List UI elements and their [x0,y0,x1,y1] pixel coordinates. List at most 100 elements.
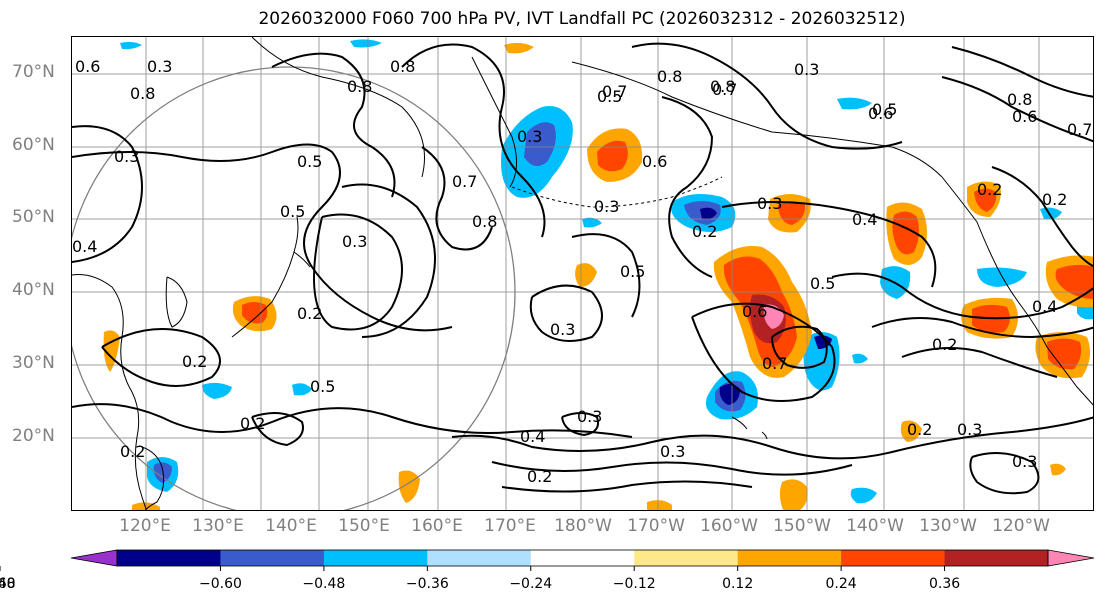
contour-label: 0.3 [147,57,172,76]
colorbar-tick-label: −0.36 [405,576,449,592]
contour-label: 0.2 [240,414,265,433]
pv-contour [571,233,641,318]
colorbar-tick-label: −0.24 [509,576,553,592]
contour-label: 0.7 [452,172,477,191]
lon-label-140e: 140°E [265,516,317,536]
contour-label: 0.6 [742,302,767,321]
contour-label: 0.8 [390,57,415,76]
pv-contour [72,143,453,332]
coast-alaska [571,61,943,178]
colorbar-ticks [0,566,946,571]
contour-label: 0.6 [75,57,100,76]
pv-contour [721,201,937,288]
pv-contour [341,183,436,338]
contour-label: 0.5 [297,152,322,171]
colorbar-segment [427,550,532,566]
contour-label: 0.2 [932,335,957,354]
contour-label: 0.4 [1032,297,1057,316]
map-canvas: 0.6 0.8 0.3 0.4 0.2 0.5 0.3 0.5 0.8 0.3 … [72,37,1093,510]
colorbar-segments [70,549,1095,567]
colorbar-extend-low [70,549,118,567]
colorbar-segment [944,550,1049,566]
pv-contour [691,302,836,402]
contour-label: 0.8 [347,77,372,96]
pv-contour [451,416,1093,460]
colorbar [0,549,1095,571]
pos-patch-china-coast [103,330,120,372]
contour-label: 0.4 [72,237,97,256]
pv-contour [991,166,1093,268]
pv-contour [501,480,753,493]
contour-label: 0.7 [602,82,627,101]
neg-patch-bering-west-core [524,122,556,166]
map-panel: 0.6 0.8 0.3 0.4 0.2 0.5 0.3 0.5 0.8 0.3 … [71,36,1094,511]
pv-contour [491,461,853,476]
coast-hawaii [731,416,768,440]
contour-label: 0.2 [692,222,717,241]
neg-patch-sw-small [850,487,877,504]
pos-patch-east-edge-core [1055,264,1093,299]
contour-label: 0.2 [182,352,207,371]
contour-label: 0.5 [620,262,645,281]
pv-contour [101,328,221,387]
lat-label-40n: 40°N [12,280,55,300]
contour-labels: 0.6 0.8 0.3 0.4 0.2 0.5 0.3 0.5 0.8 0.3 … [72,57,1092,486]
colorbar-tick-label: 0.24 [825,576,857,592]
contour-label: 0.5 [280,202,305,221]
contour-label: 0.6 [1012,107,1037,126]
contour-label: 0.3 [577,407,602,426]
pv-contour [271,52,396,198]
lat-label-30n: 30°N [12,353,55,373]
contour-label: 0.2 [977,180,1002,199]
coast-philippines [141,446,165,510]
pos-patch-nw-coast-core [974,188,997,212]
pv-contour [72,125,143,263]
contour-label: 0.3 [660,442,685,461]
pv-contour [401,43,546,238]
pv-contour [313,213,403,331]
pv-contour [631,42,903,150]
pos-patch-hawaii [779,479,808,510]
pos-patch-bc-coast-core [892,211,919,255]
contour-label: 0.5 [597,87,622,106]
pv-contour [661,96,714,278]
contour-label: 0.3 [757,194,782,213]
neg-patch-bering-small [582,217,602,228]
contour-label: 0.8 [1007,90,1032,109]
lon-label-180w: 180°W [554,516,612,536]
contour-label: 0.8 [710,77,735,96]
lon-label-150w: 150°W [773,516,831,536]
coast-aleutians [511,176,723,208]
lat-label-60n: 60°N [12,135,55,155]
colorbar-outline [116,549,1049,567]
lon-label-160w: 160°W [700,516,758,536]
lon-label-140w: 140°W [846,516,904,536]
pv-contour [871,317,1093,339]
lon-label-120e: 120°E [119,516,171,536]
coast-kamchatka [471,56,517,188]
lat-label-50n: 50°N [12,207,55,227]
contour-label: 0.6 [642,152,667,171]
pv-contour [951,46,1093,98]
pv-contour [969,452,1040,495]
contour-label: 0.3 [594,197,619,216]
contour-label: 0.3 [114,147,139,166]
pv-contour [771,325,828,369]
colorbar-tick-label: 0.36 [928,576,961,592]
pos-patch-kamchatka-core [597,140,628,172]
contour-label: 0.3 [794,60,819,79]
contour-label: 0.8 [130,84,155,103]
pos-patch-dateline [575,263,597,287]
neg-patch-north-2 [350,39,382,48]
pos-patch-small-2 [1050,463,1066,476]
pos-patch-kamchatka-north [504,42,534,54]
pos-patch-hawaii-east [900,420,922,442]
coastlines [72,37,1093,510]
contour-label: 0.2 [907,420,932,439]
pos-patch-small-1 [647,500,672,510]
lat-label-20n: 20°N [12,426,55,446]
colorbar-tick-label: −0.12 [612,576,656,592]
contour-label: 0.2 [297,304,322,323]
contour-label: 0.3 [517,127,542,146]
colorbar-segment [530,550,635,566]
